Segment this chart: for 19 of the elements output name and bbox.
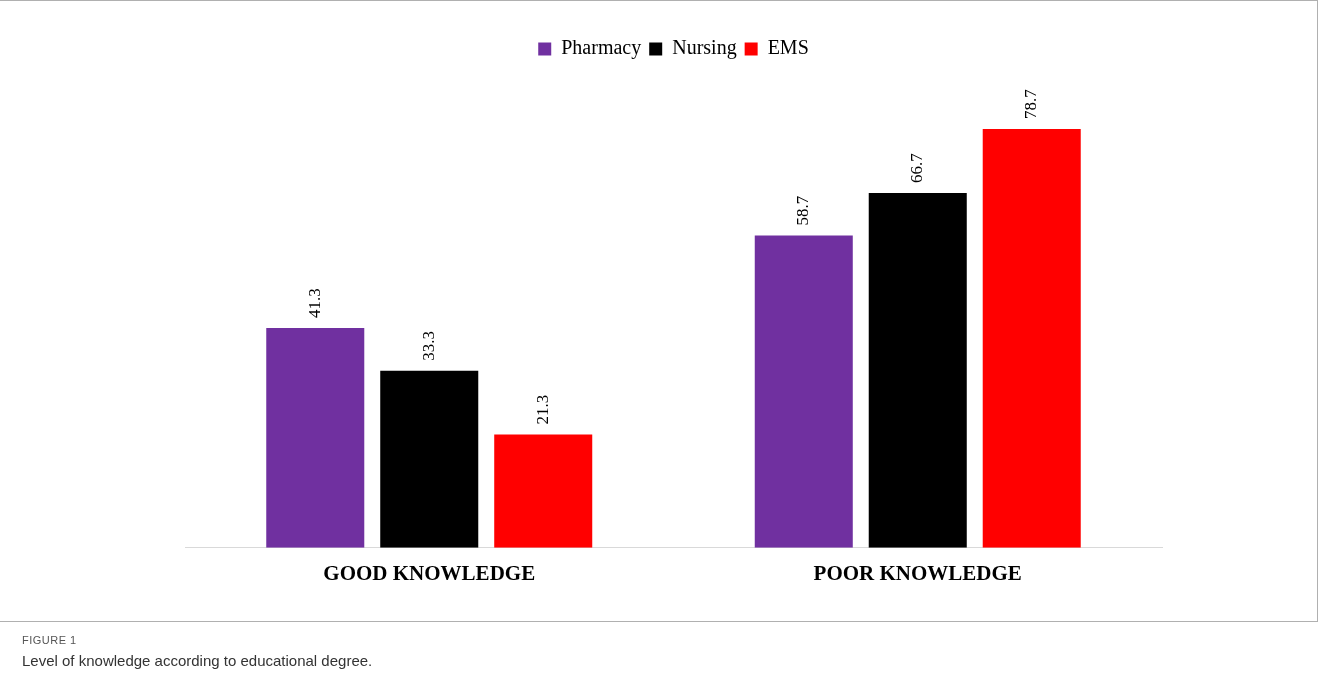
data-label: 33.3: [418, 330, 438, 361]
data-label: 41.3: [304, 288, 324, 319]
data-label: 78.7: [1021, 88, 1041, 120]
legend-label: Pharmacy: [561, 36, 642, 60]
text: Level of knowledge according to educational degree.: [22, 652, 373, 669]
bar: [494, 434, 593, 548]
legend-label: EMS: [767, 36, 809, 59]
bar: [380, 370, 479, 548]
data-label: 66.7: [907, 152, 927, 183]
bar: [754, 235, 853, 548]
bar: [982, 129, 1081, 548]
caption: FIGURE 1: [22, 634, 78, 646]
bar: [266, 328, 365, 548]
data-label: 58.7: [793, 195, 813, 226]
bar: [868, 192, 967, 548]
data-label: 21.3: [532, 394, 552, 425]
x-tick-label: GOOD KNOWLEDGE: [323, 560, 536, 585]
x-tick-label: POOR KNOWLEDGE: [813, 560, 1022, 585]
legend-label: Nursing: [672, 36, 737, 60]
